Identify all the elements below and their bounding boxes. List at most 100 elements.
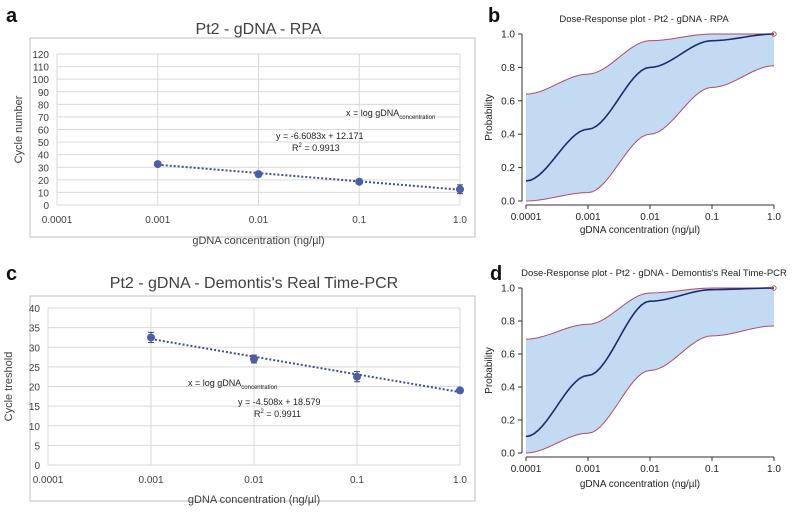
- trend-line: [157, 163, 461, 191]
- endpoint-marker: [771, 285, 777, 291]
- regression-equation: y = -4.508x + 18.579: [238, 397, 321, 407]
- y-tick-label: 20: [38, 176, 50, 187]
- y-tick-label: 40: [29, 304, 41, 315]
- x-axis-title: gDNA concentration (ng/µl): [192, 235, 324, 247]
- annotation-x-definition: x = log gDNAconcentration: [346, 108, 435, 121]
- x-tick-label: 1.0: [453, 475, 467, 486]
- x-tick-label: 1.0: [767, 212, 781, 223]
- y-tick-label: 60: [38, 126, 50, 137]
- chart-frame: [29, 37, 476, 238]
- annotation-x-subscript: concentration: [399, 115, 435, 121]
- chart-panel-d: d Dose-Response plot - Pt2 - gDNA - Demon…: [484, 263, 787, 490]
- panel-a: a Pt2 - gDNA - RPA 0 10 20 30 40 50 60 70 80 90 100 1…: [0, 0, 480, 252]
- data-point: [250, 355, 258, 364]
- y-tick-label: 1.0: [501, 284, 515, 295]
- y-axis-title: Probability: [484, 347, 495, 394]
- x-tick-label: 0.01: [640, 464, 660, 475]
- x-tick-label: 0.0001: [511, 464, 542, 475]
- x-tick-label: 0.1: [705, 212, 719, 223]
- data-point: [456, 386, 464, 395]
- y-tick-label: 0.2: [501, 416, 515, 427]
- y-tick-label: 25: [29, 363, 41, 374]
- chart-title: Pt2 - gDNA - RPA: [196, 21, 322, 38]
- y-tick-label: 0.2: [501, 163, 515, 174]
- data-point: [353, 372, 361, 381]
- y-tick-label: 20: [29, 383, 41, 394]
- y-tick-label: 110: [33, 63, 49, 74]
- y-tick-label: 50: [38, 138, 50, 149]
- y-tick-label: 0.4: [501, 383, 515, 394]
- r-squared-value: = 0.9911: [264, 409, 301, 419]
- mean-response-line: [525, 287, 775, 438]
- y-tick-label: 35: [29, 324, 41, 335]
- panel-letter: d: [490, 263, 502, 285]
- y-tick-label: 80: [38, 100, 50, 111]
- x-tick-label: 0.0001: [33, 475, 64, 486]
- y-tick-label: 1.0: [501, 30, 515, 41]
- x-tick-label: 0.1: [350, 475, 364, 486]
- y-tick-label: 0.6: [501, 96, 515, 107]
- y-axis-title: Cycle number: [13, 95, 25, 163]
- y-tick-label: 30: [29, 343, 41, 354]
- x-tick-label: 0.001: [145, 215, 170, 226]
- x-tick-label: 0.0001: [511, 212, 542, 223]
- lower-bound-line: [525, 65, 775, 202]
- y-tick-label: 0.4: [501, 130, 515, 141]
- y-tick-label: 0.8: [501, 317, 515, 328]
- x-tick-label: 0.1: [352, 215, 366, 226]
- upper-bound-line: [525, 33, 774, 95]
- chart-title: Dose-Response plot - Pt2 - gDNA - Demont…: [521, 268, 787, 279]
- r-squared-prefix: R: [292, 143, 299, 153]
- y-tick-label: 0: [34, 461, 40, 472]
- x-tick-label: 0.01: [640, 212, 660, 223]
- panel-letter: b: [488, 5, 500, 27]
- x-tick-label: 0.01: [249, 215, 269, 226]
- y-tick-label: 90: [38, 88, 50, 99]
- data-point: [456, 185, 464, 194]
- x-tick-label: 0.0001: [42, 215, 73, 226]
- x-tick-label: 1.0: [767, 464, 781, 475]
- annotation-x-subscript: concentration: [241, 385, 277, 391]
- r-squared: R2 = 0.9911: [254, 409, 301, 419]
- lower-bound-line: [525, 325, 775, 454]
- y-tick-label: 0.0: [501, 197, 515, 208]
- chart-panel-c: c Pt2 - gDNA - Demontis's Real Time-PCR 0 5…: [3, 263, 476, 506]
- x-axis-title: gDNA concentration (ng/µl): [580, 225, 700, 236]
- y-tick-label: 5: [34, 441, 40, 452]
- y-tick-label: 30: [38, 163, 50, 174]
- r-squared-prefix: R: [254, 409, 261, 419]
- data-point: [153, 160, 162, 169]
- x-axis-title: gDNA concentration (ng/µl): [580, 479, 700, 490]
- y-axis-title: Probability: [484, 94, 495, 141]
- confidence-band: [526, 34, 774, 201]
- y-tick-label: 0.0: [501, 449, 515, 460]
- y-tick-label: 120: [32, 50, 49, 61]
- chart-title: Dose-Response plot - Pt2 - gDNA - RPA: [559, 14, 729, 25]
- y-tick-label: 0.8: [501, 63, 515, 74]
- upper-bound-line: [525, 287, 774, 340]
- x-axis-title: gDNA concentration (ng/µl): [188, 494, 320, 506]
- y-tick-label: 10: [38, 188, 50, 199]
- x-tick-label: 0.001: [138, 475, 163, 486]
- r-squared-superscript: 2: [299, 143, 303, 149]
- chart-panel-b: b Dose-Response plot - Pt2 - gDNA - RPA 0.…: [484, 5, 781, 236]
- y-axis-title: Cycle treshold: [3, 352, 15, 422]
- y-tick-label: 70: [38, 113, 50, 124]
- y-tick-label: 10: [29, 422, 41, 433]
- panel-c: c Pt2 - gDNA - Demontis's Real Time-PCR 0 5…: [0, 258, 480, 512]
- y-tick-label: 0: [43, 201, 49, 212]
- annotation-x-prefix: x = log gDNA: [188, 378, 241, 388]
- y-tick-label: 15: [29, 402, 41, 413]
- panel-letter: a: [6, 5, 18, 27]
- r-squared-value: = 0.9913: [302, 143, 340, 153]
- chart-frame: [29, 295, 476, 502]
- x-tick-label: 1.0: [453, 215, 467, 226]
- annotation-x-definition: x = log gDNAconcentration: [188, 378, 277, 391]
- x-tick-label: 0.001: [575, 464, 600, 475]
- chart-title: Pt2 - gDNA - Demontis's Real Time-PCR: [110, 275, 398, 292]
- panel-letter: c: [6, 263, 17, 285]
- endpoint-marker: [771, 31, 777, 37]
- y-tick-label: 40: [38, 151, 50, 162]
- panel-b: b Dose-Response plot - Pt2 - gDNA - RPA 0.…: [480, 0, 800, 252]
